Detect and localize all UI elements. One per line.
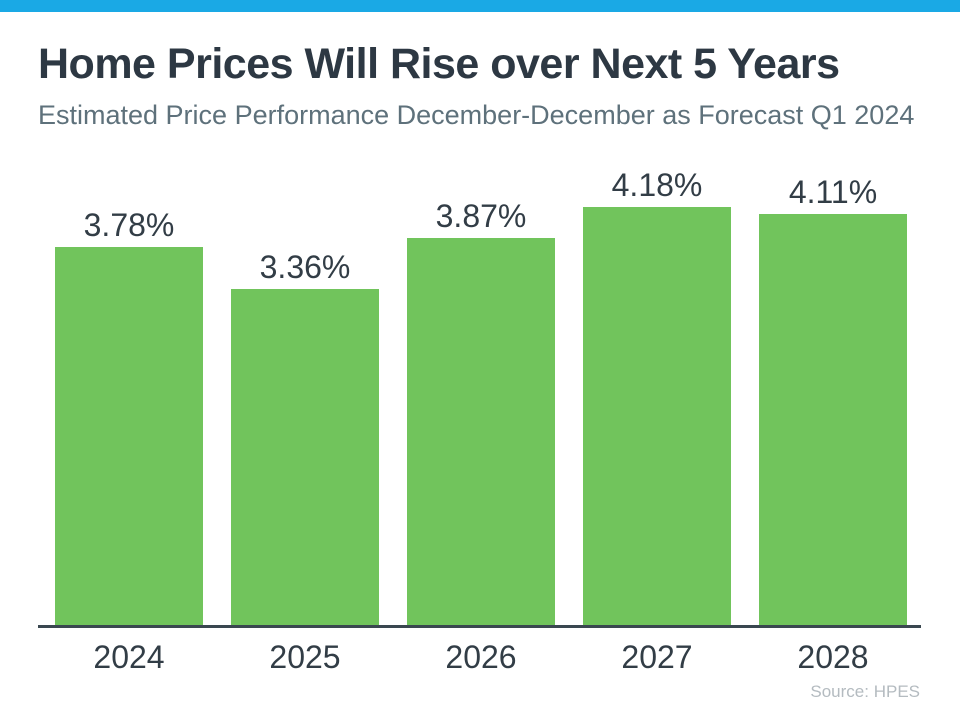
x-axis-line — [38, 625, 921, 628]
bar-value-label: 4.18% — [611, 167, 703, 203]
x-axis-tick-label: 2024 — [93, 639, 165, 675]
chart-title: Home Prices Will Rise over Next 5 Years — [38, 40, 840, 88]
chart-subtitle: Estimated Price Performance December-Dec… — [38, 100, 915, 130]
bar-value-label: 3.36% — [259, 249, 351, 285]
bar-2024 — [55, 247, 203, 625]
bar-value-label: 3.87% — [435, 198, 527, 234]
x-axis-tick-label: 2027 — [621, 639, 693, 675]
x-axis-tick-label: 2028 — [797, 639, 869, 675]
bar-2028 — [759, 214, 907, 625]
bar-2025 — [231, 289, 379, 625]
x-axis-tick-label: 2025 — [269, 639, 341, 675]
header-accent-band — [0, 0, 960, 12]
bar-2027 — [583, 207, 731, 625]
bar-value-label: 3.78% — [83, 207, 175, 243]
bar-2026 — [407, 238, 555, 625]
bar-value-label: 4.11% — [788, 174, 878, 210]
source-note: Source: HPES — [810, 682, 920, 701]
x-axis-tick-label: 2026 — [445, 639, 517, 675]
